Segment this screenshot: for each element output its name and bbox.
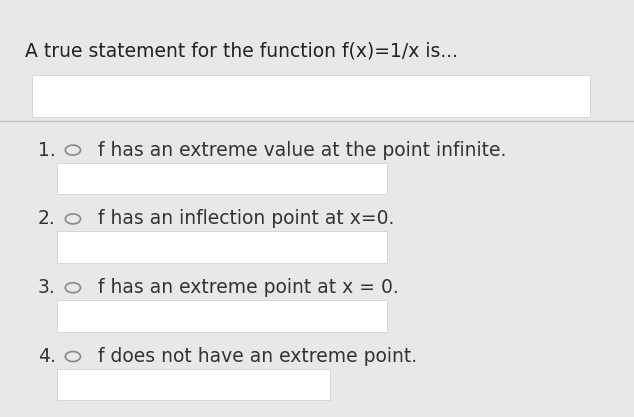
FancyBboxPatch shape	[32, 75, 590, 117]
Text: f has an extreme value at the point infinite.: f has an extreme value at the point infi…	[92, 141, 507, 160]
FancyBboxPatch shape	[57, 369, 330, 400]
Text: f does not have an extreme point.: f does not have an extreme point.	[92, 347, 417, 366]
Text: A true statement for the function f(x)=1/x is...: A true statement for the function f(x)=1…	[25, 42, 458, 61]
Text: f has an extreme point at x = 0.: f has an extreme point at x = 0.	[92, 278, 399, 297]
FancyBboxPatch shape	[57, 163, 387, 194]
Text: 1.: 1.	[38, 141, 56, 160]
Text: 2.: 2.	[38, 209, 56, 229]
FancyBboxPatch shape	[57, 231, 387, 263]
Text: 3.: 3.	[38, 278, 56, 297]
FancyBboxPatch shape	[57, 300, 387, 332]
Text: 4.: 4.	[38, 347, 56, 366]
Text: f has an inflection point at x=0.: f has an inflection point at x=0.	[92, 209, 394, 229]
